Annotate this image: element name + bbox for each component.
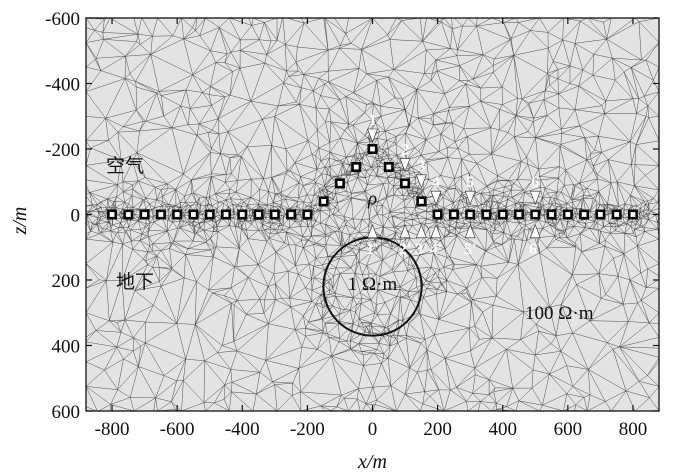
electrode: [139, 209, 150, 220]
electrode: [107, 209, 118, 220]
flat-marker-label: 4': [430, 241, 442, 258]
electrode: [595, 209, 606, 220]
air-label: 空气: [106, 155, 144, 177]
electrode: [302, 209, 313, 220]
y-tick-label: 600: [52, 402, 81, 423]
electrode: [497, 209, 508, 220]
electrode: [448, 209, 459, 220]
electrode: [269, 209, 280, 220]
topo-marker: 1: [367, 112, 378, 143]
x-tick-label: 200: [423, 419, 452, 440]
topo-marker: 4: [430, 174, 442, 206]
topo-marker: 5: [464, 174, 476, 206]
flat-marker-label: 1': [366, 241, 378, 258]
y-tick-label: -200: [45, 140, 80, 161]
electrode: [155, 209, 166, 220]
y-tick-label: 400: [52, 337, 81, 358]
x-tick-label: 600: [554, 419, 583, 440]
finite-element-mesh: [86, 18, 659, 411]
electrode: [204, 209, 215, 220]
electrode: [172, 209, 183, 220]
y-tick-label: 200: [52, 271, 81, 292]
x-tick-label: -200: [290, 419, 325, 440]
flat-marker: 1': [366, 223, 379, 258]
rho-label: ρ: [367, 189, 377, 210]
background-resistivity-label: 100 Ω·m: [525, 303, 594, 324]
x-tick-label: 0: [368, 419, 378, 440]
electrode: [627, 209, 638, 220]
electrode: [432, 209, 443, 220]
flat-marker: 4': [430, 223, 442, 258]
flat-marker: 2': [399, 223, 411, 258]
flat-marker-label: 6': [529, 241, 541, 258]
measurement-markers: 1 234 5 6 1' 2' 3' 4' 5' 6': [107, 112, 638, 337]
electrode: [367, 144, 378, 154]
electrode: [123, 209, 134, 220]
axes: -800 -600 -400 -200 0 200 400 600 800 -600 -400 -20…: [45, 9, 659, 440]
electrode: [400, 178, 411, 189]
flat-marker: 5': [464, 223, 476, 258]
flat-marker: 3': [415, 223, 428, 258]
anomaly-resistivity-label: 1 Ω·m: [348, 274, 398, 295]
annotations: 空气 地下 ρ 1 Ω·m 100 Ω·m: [106, 155, 594, 324]
topo-marker-label: 6: [531, 174, 539, 191]
y-tick-label: -400: [45, 75, 80, 96]
electrode: [237, 209, 248, 220]
electrode: [416, 196, 427, 207]
electrode: [530, 209, 541, 220]
electrode: [318, 196, 329, 207]
electrode: [546, 209, 557, 220]
x-axis-label: x/m: [357, 451, 387, 473]
topo-marker: 3: [415, 158, 427, 189]
electrode: [253, 209, 264, 220]
electrode: [611, 209, 622, 220]
electrode: [579, 209, 590, 220]
topo-marker: 6: [529, 174, 541, 206]
x-tick-label: -800: [95, 419, 130, 440]
x-tick-label: -400: [225, 419, 260, 440]
ground-label: 地下: [116, 271, 154, 293]
topo-marker-label: 5: [466, 174, 474, 191]
topo-marker-label: 3: [417, 158, 425, 175]
mesh-edges: [86, 18, 659, 411]
electrode: [351, 162, 362, 173]
electrode: [383, 162, 394, 173]
flat-marker: 6': [529, 223, 542, 258]
flat-marker-label: 5': [464, 241, 476, 258]
x-tick-label: 800: [619, 419, 648, 440]
electrode: [514, 209, 525, 220]
electrode: [481, 209, 492, 220]
electrode: [334, 178, 345, 189]
electrode: [562, 209, 573, 220]
topo-marker: 2: [399, 141, 411, 173]
x-tick-label: -600: [160, 419, 195, 440]
flat-marker-label: 3': [415, 241, 427, 258]
y-tick-label: -600: [45, 9, 80, 30]
electrode: [286, 209, 297, 220]
electrode: [220, 209, 231, 220]
topo-marker-label: 2: [401, 141, 409, 158]
flat-marker-label: 2': [399, 241, 411, 258]
y-axis-label: z/m: [9, 207, 31, 236]
topo-marker-label: 4: [432, 174, 440, 191]
electrode: [465, 209, 476, 220]
y-tick-label: 0: [71, 206, 81, 227]
topo-marker-label: 1: [369, 112, 377, 129]
x-tick-label: 400: [488, 419, 517, 440]
electrode: [188, 209, 199, 220]
